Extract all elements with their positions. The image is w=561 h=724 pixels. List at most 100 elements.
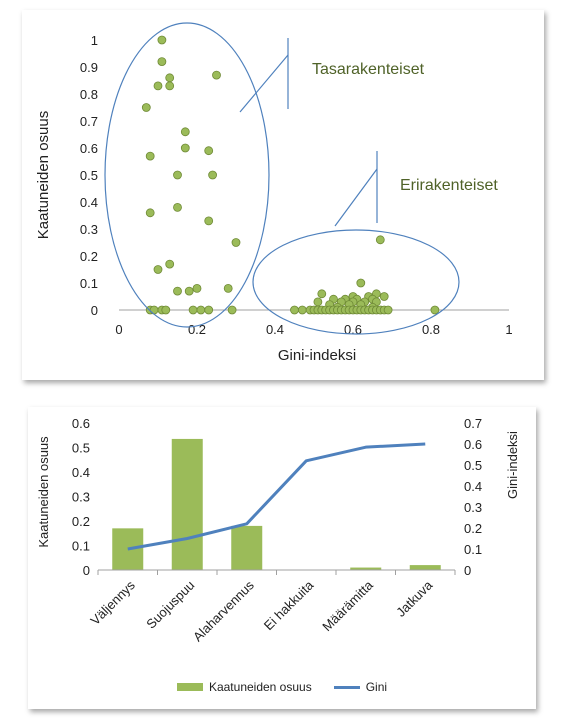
scatter-point xyxy=(145,151,155,161)
y-right-tick-label: 0.6 xyxy=(464,437,482,452)
y-left-tick-label: 0.4 xyxy=(72,465,90,480)
y-right-tick-label: 0.2 xyxy=(464,521,482,536)
y-left-tick-label: 0.1 xyxy=(72,539,90,554)
legend-item-bars: Kaatuneiden osuus xyxy=(176,680,312,694)
scatter-chart-panel: 0 0.2 0.4 0.6 0.8 1 0 0.1 0.2 0.3 0.4 0.5 0.6 0.7 0.8 0… xyxy=(22,10,544,380)
bar-4 xyxy=(350,567,382,570)
scatter-point xyxy=(165,259,175,269)
category-label: Ei hakkuita xyxy=(261,577,317,633)
y-tick-label: 0.4 xyxy=(80,195,98,210)
scatter-point xyxy=(227,305,237,315)
scatter-point xyxy=(212,70,221,80)
scatter-point xyxy=(157,57,167,66)
y-left-tick-label: 0.6 xyxy=(72,416,90,431)
x-axis-title: Gini-indeksi xyxy=(278,347,356,364)
y-tick-label: 0.8 xyxy=(80,87,98,102)
x-tick-label: 0.4 xyxy=(266,322,284,337)
scatter-point xyxy=(188,305,198,315)
y-tick-label: 0.2 xyxy=(80,249,98,264)
y-tick-label: 1 xyxy=(91,33,98,48)
scatter-point xyxy=(313,297,323,307)
y-tick-label: 0 xyxy=(91,303,98,318)
scatter-point xyxy=(153,81,163,91)
scatter-point xyxy=(153,265,163,274)
y-tick-label: 0.6 xyxy=(80,141,98,156)
group-ellipse-erirakenteiset xyxy=(252,229,460,335)
scatter-point xyxy=(173,286,182,296)
category-label: Alaharvennus xyxy=(190,577,257,644)
scatter-point xyxy=(196,305,206,315)
category-label: Jatkuva xyxy=(393,577,436,620)
y-tick-label: 0.1 xyxy=(80,276,98,291)
scatter-point xyxy=(204,146,214,156)
x-tick-label: 0.6 xyxy=(344,322,362,337)
y-left-tick-label: 0 xyxy=(83,563,90,578)
scatter-point xyxy=(204,216,214,226)
category-label: Väljennys xyxy=(87,577,138,628)
scatter-point xyxy=(379,292,389,301)
annotation-erirakenteiset: Erirakenteiset xyxy=(400,177,498,194)
gini-line xyxy=(127,442,426,551)
y-tick-label: 0.9 xyxy=(80,60,98,75)
y-right-tick-label: 0.3 xyxy=(464,500,482,515)
y-right-axis-title: Gini-indeksi xyxy=(505,431,520,499)
scatter-point xyxy=(223,283,233,293)
combo-chart-panel: 0 0.1 0.2 0.3 0.4 0.5 0.6 0 0.1 0.2 0.3 0.4 0.5 0.6 0.… xyxy=(28,407,536,709)
combo-chart: 0 0.1 0.2 0.3 0.4 0.5 0.6 0 0.1 0.2 0.3 0.4 0.5 0.6 0.… xyxy=(36,416,520,644)
scatter-point xyxy=(165,81,175,91)
y-right-tick-label: 0.4 xyxy=(464,479,482,494)
y-right-tick-label: 0.1 xyxy=(464,542,482,557)
scatter-point xyxy=(141,103,151,112)
scatter-point xyxy=(145,208,155,218)
y-left-tick-label: 0.5 xyxy=(72,441,90,456)
callout-line-tasarakenteiset xyxy=(239,54,289,113)
x-tick-label: 0.2 xyxy=(188,322,206,337)
scatter-point xyxy=(161,305,171,315)
y-left-tick-label: 0.3 xyxy=(72,490,90,505)
bar-2 xyxy=(231,525,263,570)
scatter-point xyxy=(184,286,194,296)
scatter-point xyxy=(208,170,218,180)
scatter-point xyxy=(157,35,167,45)
scatter-point xyxy=(204,305,214,315)
scatter-point xyxy=(192,283,202,293)
scatter-point xyxy=(173,170,182,180)
scatter-point xyxy=(180,127,190,137)
bar-1 xyxy=(171,438,203,570)
y-right-tick-label: 0.5 xyxy=(464,458,482,473)
y-right-tick-label: 0 xyxy=(464,563,471,578)
group-ellipse-tasarakenteiset xyxy=(104,22,270,328)
scatter-point xyxy=(430,305,440,315)
category-label: Suojuspuu xyxy=(143,578,197,632)
bar-0 xyxy=(112,528,144,570)
x-tick-label: 0 xyxy=(115,322,122,337)
scatter-point xyxy=(290,305,299,315)
scatter-point xyxy=(317,289,327,299)
y-right-tick-label: 0.7 xyxy=(464,416,482,431)
y-tick-label: 0.3 xyxy=(80,222,98,237)
scatter-point xyxy=(297,305,307,315)
scatter-point xyxy=(173,202,182,212)
y-axis-title: Kaatuneiden osuus xyxy=(35,111,52,239)
scatter-point xyxy=(180,143,190,153)
category-label: Määrämitta xyxy=(319,577,376,634)
x-tick-label: 0.8 xyxy=(422,322,440,337)
scatter-chart: 0 0.2 0.4 0.6 0.8 1 0 0.1 0.2 0.3 0.4 0.5 0.6 0.7 0.8 0… xyxy=(35,22,513,364)
y-tick-label: 0.5 xyxy=(80,168,98,183)
y-left-tick-label: 0.2 xyxy=(72,514,90,529)
scatter-point xyxy=(375,235,385,245)
scatter-point xyxy=(356,278,366,288)
callout-line-erirakenteiset xyxy=(334,168,378,227)
chart-legend: Kaatuneiden osuus Gini xyxy=(28,680,536,694)
scatter-point xyxy=(165,73,175,83)
legend-swatch-bar xyxy=(176,683,203,691)
legend-label-bars: Kaatuneiden osuus xyxy=(208,680,312,694)
annotation-tasarakenteiset: Tasarakenteiset xyxy=(312,61,425,78)
legend-item-line: Gini xyxy=(333,680,388,694)
scatter-point xyxy=(231,238,241,247)
y-left-axis-title: Kaatuneiden osuus xyxy=(36,436,51,548)
legend-label-line: Gini xyxy=(365,680,388,694)
y-tick-label: 0.7 xyxy=(80,114,98,129)
bar-5 xyxy=(409,565,441,570)
scatter-point xyxy=(383,305,393,315)
